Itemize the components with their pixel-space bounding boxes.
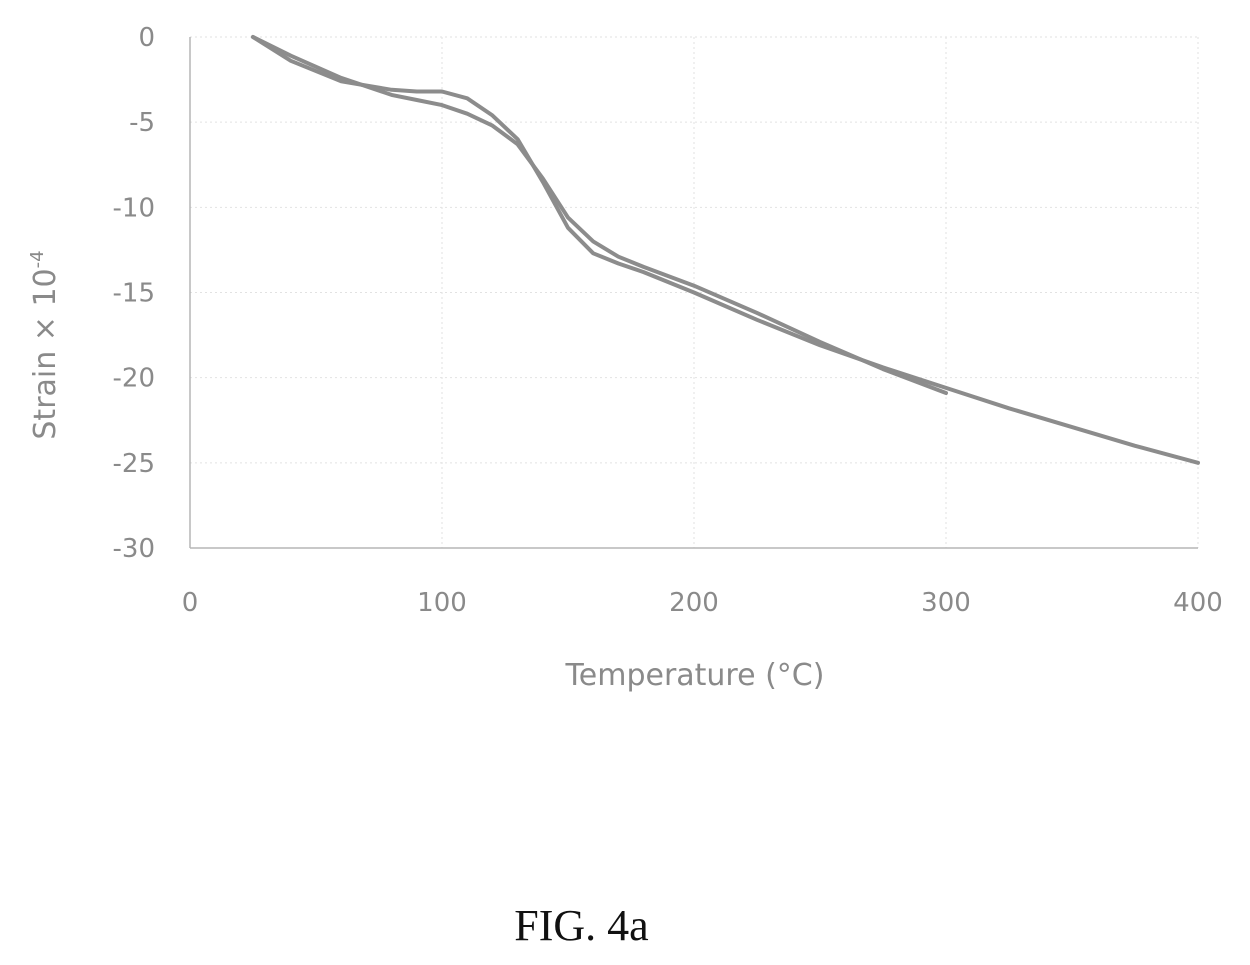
y-tick-label: 0	[138, 23, 155, 53]
series-line-2	[251, 35, 1200, 465]
x-tick-label: 100	[417, 588, 467, 618]
y-tick-label: -20	[113, 364, 155, 394]
series-line-1	[251, 35, 948, 395]
y-tick-label: -30	[113, 534, 155, 564]
x-tick-label: 200	[669, 588, 719, 618]
gridlines	[190, 36, 1199, 548]
y-axis-title: Strain × 10-4	[27, 250, 63, 439]
y-tick-labels: 0 -5 -10 -15 -20 -25 -30	[113, 23, 155, 564]
y-axis-title-exponent: -4	[27, 250, 48, 268]
x-tick-labels: 0 100 200 300 400	[182, 588, 1223, 618]
y-tick-label: -25	[113, 449, 155, 479]
y-tick-label: -15	[113, 279, 155, 309]
data-series-group	[251, 35, 1200, 465]
y-tick-label: -10	[113, 193, 155, 223]
x-axis-title: Temperature (°C)	[565, 658, 825, 693]
y-tick-label: -5	[129, 108, 155, 138]
x-tick-label: 0	[182, 588, 199, 618]
figure-caption: FIG. 4a	[514, 901, 649, 950]
x-tick-label: 300	[921, 588, 971, 618]
x-tick-label: 400	[1173, 588, 1223, 618]
y-axis-title-base: Strain × 10	[28, 268, 63, 439]
